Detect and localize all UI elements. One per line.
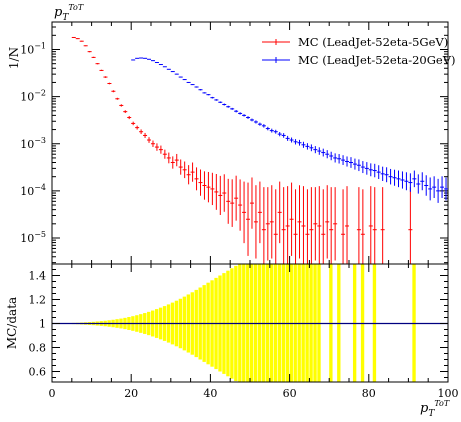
legend-label-red: MC (LeadJet-52eta-5GeV) [298,35,448,49]
main-series [71,36,449,264]
ratio-ytick-label: 1.2 [29,294,47,307]
main-x-ticks [51,22,449,264]
ratio-y-ticks: 0.6 0.8 1 1.2 1.4 [29,269,448,379]
ratio-ytick-label: 1 [39,318,46,331]
ratio-ytick-label: 0.8 [29,342,47,355]
ratio-xtick-label: 0 [49,387,56,400]
ratio-panel: 0.6 0.8 1 1.2 1.4 0 20 40 60 80 100 MC/data pTToT [5,263,459,419]
main-ytick-label: 10−1 [20,42,46,57]
ratio-x-ticks: 0 20 40 60 80 100 [49,264,459,400]
ratio-ylabel: MC/data [5,297,19,349]
ratio-xtick-label: 60 [283,387,297,400]
ratio-xtick-label: 40 [203,387,217,400]
main-ytick-label: 10−5 [20,230,46,245]
main-y-ticks: 10−1 10−2 10−3 10−4 10−5 [20,26,448,264]
main-ylabel: 1/N [7,47,21,69]
ratio-xtick-label: 100 [438,387,459,400]
ratio-xtick-label: 20 [124,387,138,400]
ratio-xlabel: pTToT [420,399,450,419]
legend-label-blue: MC (LeadJet-52eta-20GeV) [298,53,456,67]
main-ytick-label: 10−2 [20,89,46,104]
legend: MC (LeadJet-52eta-5GeV) MC (LeadJet-52et… [262,35,456,67]
main-ytick-label: 10−4 [20,183,46,198]
main-title: pTToT [54,3,84,23]
main-ytick-label: 10−3 [20,136,46,151]
ratio-ytick-label: 0.6 [29,366,47,379]
ratio-xtick-label: 80 [362,387,376,400]
main-panel: pTToT 1/N 10−1 10−2 10−3 10−4 10−5 MC (LeadJ… [7,3,456,265]
ratio-ytick-label: 1.4 [29,270,47,283]
